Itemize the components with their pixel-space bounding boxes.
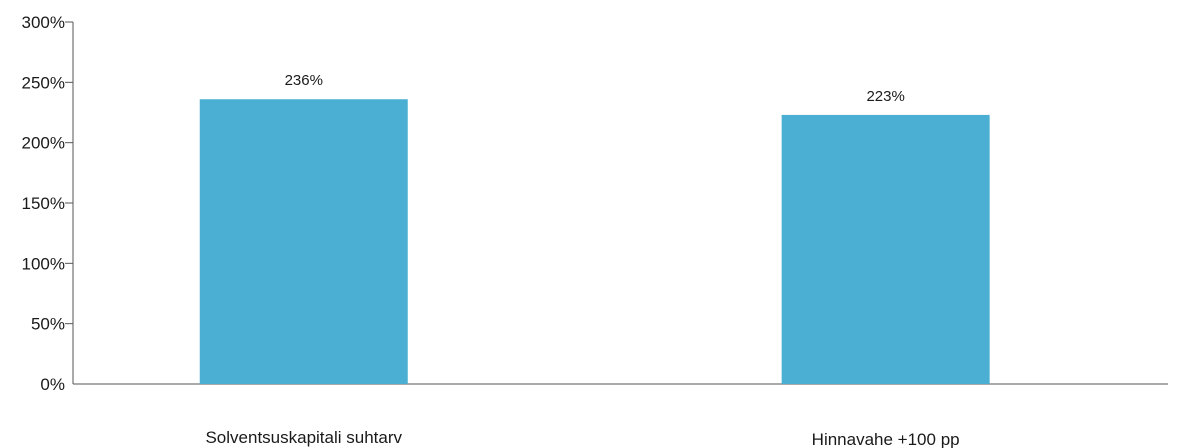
data-labels: 236% 223%: [285, 72, 905, 105]
data-label: 236%: [285, 72, 323, 89]
category-labels: Solventsuskapitali suhtarv Hinnavahe +100…: [205, 428, 959, 448]
y-tick-label: 250%: [22, 73, 65, 92]
y-tick-label: 50%: [31, 315, 65, 334]
y-tick-label: 200%: [22, 134, 65, 153]
bar: [199, 99, 408, 384]
y-axis: 0% 50% 100% 150% 200% 250% 300%: [22, 13, 74, 394]
data-label: 223%: [866, 88, 904, 105]
category-label: Hinnavahe +100 pp: [812, 430, 960, 448]
y-tick-label: 150%: [22, 194, 65, 213]
bar: [781, 114, 990, 384]
y-tick-label: 0%: [40, 375, 65, 394]
y-tick-label: 300%: [22, 13, 65, 32]
y-tick-label: 100%: [22, 254, 65, 273]
bars: [199, 99, 990, 384]
category-label: Solventsuskapitali suhtarv: [205, 428, 402, 447]
